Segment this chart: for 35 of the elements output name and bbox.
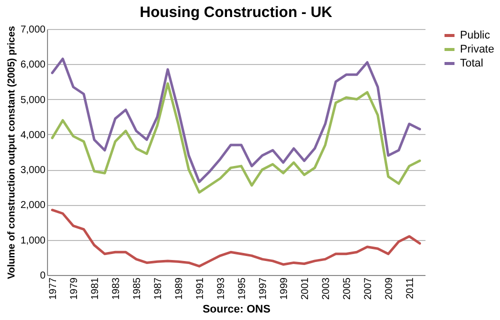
line-series: [51, 58, 421, 184]
x-tick-label: 1983: [110, 277, 122, 300]
x-tick-label: 2001: [300, 277, 311, 300]
y-tick-label: 1,000: [20, 235, 46, 246]
line-series: [51, 82, 421, 194]
x-tick-label: 1977: [48, 277, 59, 300]
x-tick-label: 2011: [404, 277, 416, 300]
x-tick-label: 2009: [384, 277, 395, 300]
source-note: Source: ONS: [202, 304, 270, 316]
y-tick-label: 2,000: [20, 200, 46, 212]
x-tick-label: 1989: [174, 277, 185, 300]
x-tick-label: 2003: [320, 277, 332, 300]
x-tick-label: 1999: [278, 277, 290, 300]
y-tick-label: 0: [40, 270, 46, 282]
x-tick-label: 1985: [132, 277, 143, 300]
y-tick-label: 6,000: [20, 60, 46, 71]
x-tick-label: 1997: [258, 277, 269, 300]
y-tick-label: 5,000: [20, 94, 46, 106]
legend-label: Public: [460, 30, 490, 42]
x-tick-label: 2005: [342, 277, 353, 300]
legend-label: Total: [460, 58, 484, 70]
y-tick-label: 4,000: [20, 130, 46, 141]
y-tick-label: 3,000: [20, 165, 46, 176]
y-axis-title: Volume of construction output constant (2005) prices: [6, 25, 18, 280]
x-tick-label: 2007: [362, 277, 374, 300]
legend-label: Private: [460, 44, 494, 56]
x-tick-label: 1991: [194, 277, 206, 300]
x-tick-label: 1987: [152, 277, 164, 300]
chart-title: Housing Construction - UK: [140, 4, 332, 21]
x-tick-label: 1993: [216, 277, 227, 300]
line-series: [51, 208, 421, 268]
x-tick-label: 1981: [90, 277, 101, 300]
y-tick-label: 7,000: [20, 24, 46, 36]
x-tick-label: 1995: [236, 277, 248, 300]
x-tick-label: 1979: [68, 277, 80, 300]
